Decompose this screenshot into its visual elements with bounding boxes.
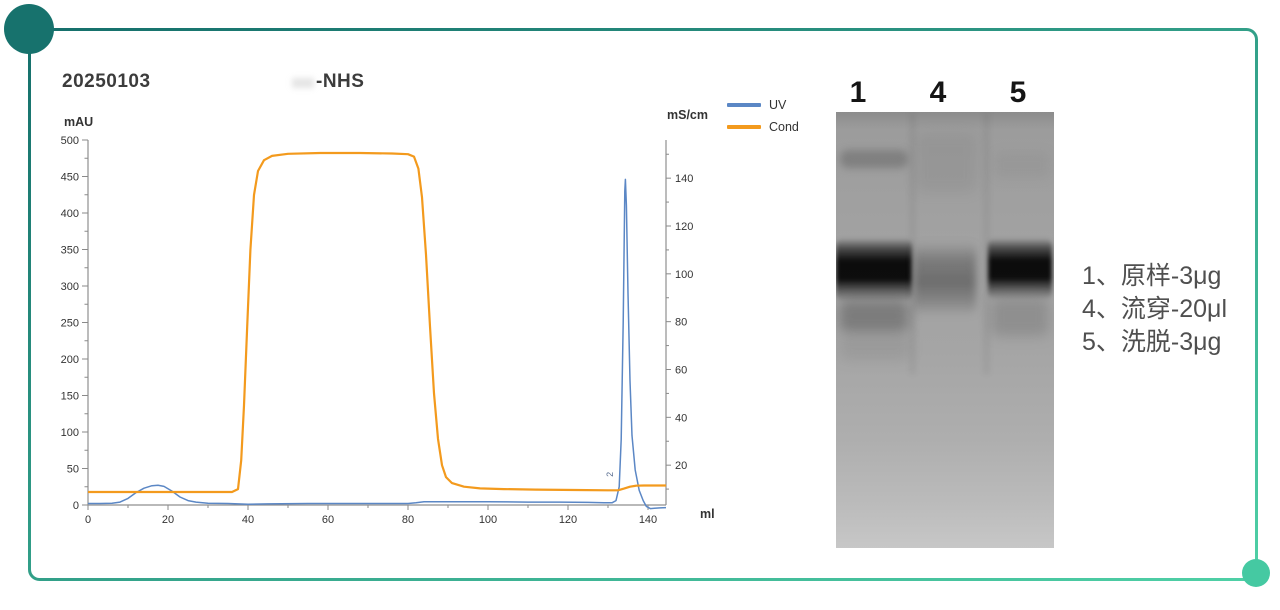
chart-axes	[87, 140, 667, 506]
left-tick-label: 0	[73, 500, 79, 512]
gel-lane-label-1: 1	[849, 76, 867, 109]
gel-band-lane1-faint-top	[840, 150, 908, 168]
gel-band-lane1-main	[836, 238, 912, 302]
left-tick-label: 450	[61, 172, 79, 184]
uv-line-swatch	[727, 103, 761, 107]
gel-band-lane5-top-smear	[994, 152, 1050, 178]
gel-band-lane1-smear	[839, 300, 909, 332]
right-tick-label: 60	[675, 364, 687, 376]
legend-item-cond: Cond	[727, 116, 799, 138]
left-tick-label: 350	[61, 245, 79, 257]
left-tick-label: 50	[67, 464, 79, 476]
gel-band-lane5-smear	[991, 298, 1049, 336]
right-tick-label: 120	[675, 221, 693, 233]
lane-separator	[984, 112, 989, 374]
right-tick-label: 80	[675, 317, 687, 329]
right-tick-label: 20	[675, 460, 687, 472]
legend-label-cond: Cond	[769, 120, 799, 134]
right-tick-label: 140	[675, 173, 693, 185]
report-date-title: 20250103	[62, 71, 151, 92]
left-tick-label: 200	[61, 354, 79, 366]
redacted-text-smudge	[292, 78, 314, 88]
x-tick-label: 100	[479, 514, 497, 526]
sds-page-gel-image	[836, 112, 1054, 548]
x-tick-label: 20	[162, 514, 174, 526]
gel-annotation-block: 1、原样-3μg 4、流穿-20μl 5、洗脱-3μg	[1082, 260, 1227, 359]
axis-ticks	[82, 139, 671, 510]
x-tick-label: 140	[639, 514, 657, 526]
x-axis-title: ml	[700, 507, 715, 521]
left-axis-title: mAU	[64, 115, 94, 129]
gel-lane-label-5: 5	[1009, 76, 1027, 109]
cond-trace	[88, 151, 666, 494]
right-axis-title: mS/cm	[667, 108, 708, 122]
gel-band-lane1-lower-smear	[840, 334, 910, 360]
peak-number-label: 2	[605, 472, 615, 477]
gel-lane-label-4: 4	[929, 76, 947, 109]
left-tick-label: 300	[61, 281, 79, 293]
gel-band-lane5-main	[988, 238, 1052, 300]
legend-item-uv: UV	[727, 94, 799, 116]
lane-separator	[910, 112, 915, 374]
left-tick-label: 150	[61, 391, 79, 403]
x-tick-label: 60	[322, 514, 334, 526]
left-tick-label: 250	[61, 318, 79, 330]
left-tick-label: 100	[61, 427, 79, 439]
gel-band-lane4-top-smear	[916, 134, 976, 192]
x-tick-label: 0	[85, 514, 91, 526]
uv-trace	[88, 178, 667, 510]
x-tick-label: 40	[242, 514, 254, 526]
x-tick-label: 120	[559, 514, 577, 526]
report-sample-title: -NHS	[316, 71, 365, 92]
gel-annotation-line: 4、流穿-20μl	[1082, 295, 1227, 323]
gel-band-lane4-main-smear	[914, 242, 976, 316]
gel-annotation-line: 1、原样-3μg	[1082, 262, 1222, 290]
chart-legend: UV Cond	[727, 94, 799, 138]
axis-tick-labels: 0501001502002503003504004505002040608010…	[61, 135, 694, 526]
right-tick-label: 40	[675, 412, 687, 424]
left-tick-label: 400	[61, 208, 79, 220]
x-tick-label: 80	[402, 514, 414, 526]
right-tick-label: 100	[675, 269, 693, 281]
left-tick-label: 500	[61, 135, 79, 147]
cond-line-swatch	[727, 125, 761, 129]
gel-annotation-line: 5、洗脱-3μg	[1082, 328, 1222, 356]
legend-label-uv: UV	[769, 98, 787, 112]
